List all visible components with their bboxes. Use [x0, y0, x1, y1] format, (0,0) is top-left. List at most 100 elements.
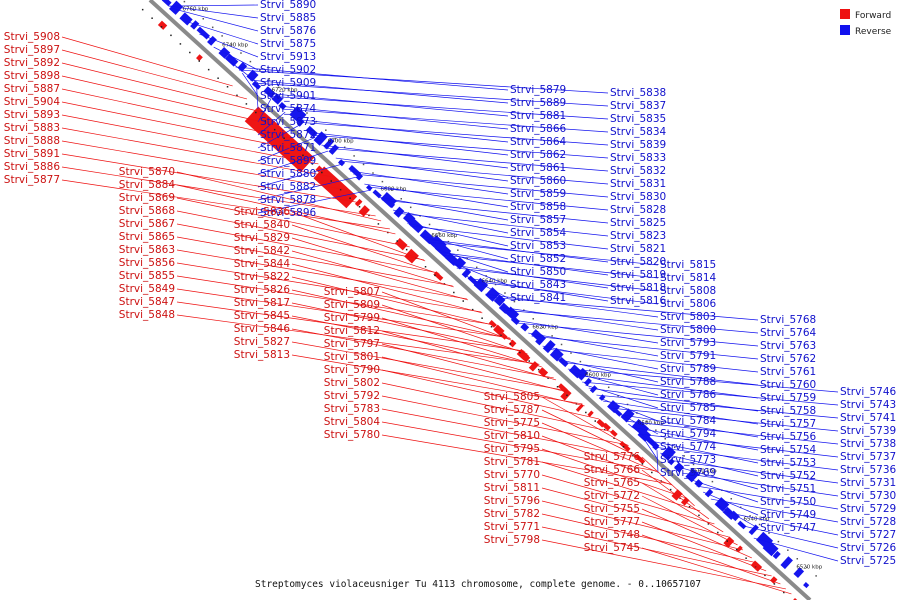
forward-gene-label: Strvi_5893: [4, 109, 60, 121]
reverse-gene: [780, 556, 793, 570]
reverse-gene-label: Strvi_5828: [610, 204, 666, 216]
forward-gene-label: Strvi_5829: [234, 232, 290, 244]
axis-marker: [226, 86, 229, 88]
axis-marker: [330, 180, 332, 182]
forward-gene: [596, 418, 606, 428]
leader-line: [641, 495, 738, 546]
leader-line: [471, 280, 659, 305]
forward-gene-label: Strvi_5783: [324, 403, 380, 415]
reverse-gene-label: Strvi_5871: [260, 142, 316, 154]
forward-gene-label: Strvi_5781: [484, 456, 540, 468]
axis-marker: [632, 454, 634, 457]
forward-gene: [433, 271, 444, 281]
axis-marker: [645, 420, 648, 423]
axis-marker: [240, 52, 242, 54]
axis-marker: [211, 26, 214, 29]
leader-line: [168, 5, 259, 19]
leader-line: [488, 296, 759, 321]
forward-gene-label: Strvi_5770: [484, 469, 540, 481]
leader-line: [281, 108, 609, 133]
axis-marker: [551, 335, 553, 337]
leader-line: [541, 409, 644, 460]
reverse-gene: [584, 377, 592, 386]
leader-line: [625, 420, 839, 445]
axis-marker: [787, 549, 789, 551]
leader-line: [542, 345, 659, 370]
leader-line: [291, 341, 569, 392]
leader-line: [350, 170, 509, 195]
reverse-gene-label: Strvi_5773: [660, 454, 716, 466]
leader-line: [717, 504, 759, 529]
leader-line: [641, 547, 792, 595]
axis-marker: [306, 112, 308, 114]
axis-tick-label: 6640 kbp: [481, 278, 507, 284]
forward-gene-label: Strvi_5805: [484, 391, 540, 403]
axis-marker: [669, 488, 672, 491]
reverse-gene-label: Strvi_5727: [840, 529, 896, 541]
axis-marker: [334, 138, 337, 140]
forward-gene-label: Strvi_5826: [234, 284, 291, 296]
forward-gene-label: Strvi_5848: [119, 309, 175, 321]
forward-gene-label: Strvi_5846: [234, 323, 291, 335]
axis-marker: [692, 463, 695, 466]
leader-line: [199, 33, 259, 58]
reverse-gene-label: Strvi_5852: [510, 253, 566, 265]
leader-line: [517, 322, 759, 347]
leader-line: [381, 408, 642, 459]
forward-gene-label: Strvi_5745: [584, 542, 640, 554]
leader-line: [257, 98, 272, 123]
axis-marker: [296, 103, 299, 106]
axis-marker: [339, 188, 342, 191]
leader-line: [61, 49, 248, 100]
axis-marker: [500, 334, 502, 337]
reverse-gene-label: Strvi_5890: [260, 0, 316, 11]
axis-marker: [438, 232, 440, 234]
leader-line: [499, 306, 659, 331]
axis-marker: [302, 154, 304, 157]
leader-line: [513, 319, 659, 344]
axis-marker: [805, 566, 808, 569]
reverse-gene-label: Strvi_5858: [510, 201, 566, 213]
reverse-gene: [246, 69, 259, 82]
axis-tick-label: 6700 kbp: [328, 139, 354, 145]
axis-marker: [349, 197, 351, 199]
axis-marker: [447, 240, 450, 243]
leader-line: [381, 304, 528, 355]
axis-marker: [202, 18, 205, 20]
reverse-gene: [772, 550, 781, 560]
legend-reverse-swatch: [840, 25, 850, 35]
reverse-gene-label: Strvi_5861: [510, 162, 566, 174]
forward-gene-label: Strvi_5886: [4, 161, 61, 173]
axis-marker: [711, 480, 714, 483]
forward-gene: [196, 54, 203, 62]
axis-marker: [707, 523, 710, 525]
axis-marker: [245, 103, 248, 105]
reverse-gene: [737, 520, 747, 530]
leader-line: [642, 436, 659, 461]
leader-line: [339, 160, 609, 185]
leader-line: [267, 95, 609, 120]
reverse-gene-label: Strvi_5872: [260, 129, 316, 141]
axis-tick-label: 6620 kbp: [532, 325, 558, 331]
leader-line: [291, 211, 426, 262]
reverse-gene-label: Strvi_5860: [510, 175, 566, 187]
leader-line: [541, 435, 672, 486]
axis-marker: [773, 583, 776, 585]
axis-marker: [287, 95, 289, 97]
leader-line: [176, 249, 467, 300]
axis-marker: [783, 591, 785, 594]
reverse-gene-label: Strvi_5896: [260, 207, 317, 219]
reverse-gene-label: Strvi_5901: [260, 90, 316, 102]
reverse-gene-label: Strvi_5752: [760, 470, 816, 482]
forward-gene-label: Strvi_5883: [4, 122, 60, 134]
leader-line: [381, 317, 542, 368]
axis-marker: [717, 531, 719, 534]
leader-line: [381, 343, 571, 394]
genome-caption: Streptomyces violaceusniger Tu 4113 chro…: [255, 579, 701, 590]
axis-marker: [494, 283, 497, 286]
forward-gene-label: Strvi_5772: [584, 490, 640, 502]
leader-line: [660, 452, 759, 477]
axis-marker: [735, 548, 738, 551]
axis-marker: [381, 180, 384, 183]
